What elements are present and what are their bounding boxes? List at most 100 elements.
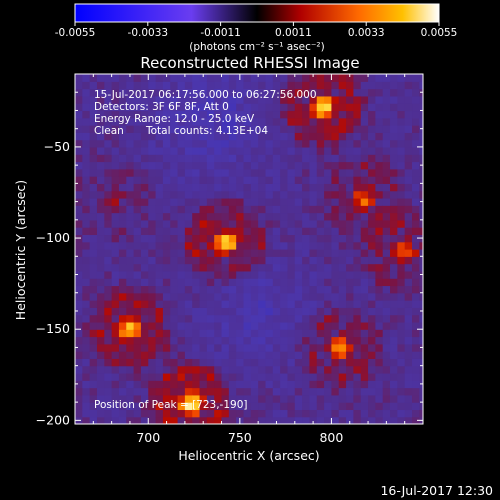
- heatmap-cell: [404, 329, 413, 338]
- heatmap-cell: [82, 168, 91, 177]
- heatmap-cell: [148, 117, 157, 126]
- heatmap-cell: [162, 343, 171, 352]
- heatmap-cell: [82, 125, 91, 133]
- heatmap-cell: [250, 176, 259, 184]
- heatmap-cell: [360, 329, 369, 338]
- heatmap-cell: [199, 256, 208, 265]
- heatmap-cell: [75, 176, 83, 184]
- heatmap-cell: [214, 146, 223, 155]
- heatmap-cell: [126, 81, 135, 90]
- heatmap-cell: [184, 117, 193, 126]
- heatmap-cell: [228, 146, 237, 155]
- heatmap-cell: [184, 190, 193, 199]
- heatmap-cell: [177, 409, 186, 418]
- heatmap-cell: [177, 176, 186, 184]
- heatmap-cell: [404, 343, 413, 352]
- heatmap-cell: [118, 74, 127, 82]
- heatmap-cell: [324, 81, 333, 90]
- heatmap-cell: [265, 365, 274, 374]
- heatmap-cell: [353, 416, 362, 424]
- heatmap-cell: [82, 402, 91, 411]
- heatmap-cell: [258, 176, 267, 184]
- heatmap-cell: [265, 205, 274, 214]
- heatmap-cell: [155, 416, 164, 424]
- heatmap-cell: [133, 110, 142, 119]
- heatmap-cell: [346, 278, 354, 287]
- heatmap-cell: [177, 132, 186, 141]
- heatmap-cell: [243, 285, 252, 294]
- heatmap-cell: [294, 110, 303, 119]
- heatmap-cell: [118, 241, 127, 250]
- heatmap-cell: [287, 278, 296, 287]
- heatmap-cell: [316, 343, 325, 352]
- heatmap-cell: [199, 263, 208, 272]
- heatmap-cell: [294, 117, 303, 126]
- heatmap-cell: [206, 285, 215, 294]
- heatmap-cell: [140, 343, 149, 352]
- heatmap-cell: [419, 81, 423, 90]
- heatmap-cell: [316, 321, 325, 330]
- heatmap-cell: [412, 95, 420, 104]
- heatmap-cell: [214, 256, 223, 265]
- heatmap-cell: [258, 125, 267, 133]
- heatmap-cell: [390, 256, 398, 265]
- heatmap-cell: [89, 300, 98, 308]
- heatmap-cell: [148, 227, 157, 236]
- heatmap-cell: [346, 329, 354, 338]
- heatmap-cell: [82, 219, 91, 228]
- heatmap-cell: [338, 125, 347, 133]
- heatmap-cell: [302, 110, 311, 119]
- heatmap-cell: [309, 139, 318, 148]
- heatmap-cell: [228, 292, 237, 301]
- heatmap-cell: [280, 278, 289, 287]
- heatmap-cell: [397, 205, 406, 214]
- heatmap-cell: [140, 103, 149, 112]
- heatmap-cell: [192, 95, 201, 104]
- heatmap-cell: [104, 278, 113, 287]
- heatmap-cell: [258, 95, 267, 104]
- heatmap-cell: [140, 139, 149, 148]
- heatmap-cell: [243, 343, 252, 352]
- heatmap-cell: [360, 88, 369, 97]
- heatmap-cell: [199, 365, 208, 374]
- heatmap-cell: [148, 314, 157, 323]
- heatmap-cell: [140, 336, 149, 345]
- heatmap-cell: [177, 256, 186, 265]
- heatmap-cell: [404, 380, 413, 389]
- heatmap-cell: [346, 110, 354, 119]
- heatmap-cell: [162, 365, 171, 374]
- heatmap-cell: [118, 227, 127, 236]
- heatmap-cell: [250, 249, 259, 257]
- heatmap-cell: [368, 212, 376, 221]
- heatmap-cell: [140, 74, 149, 82]
- info-annotations: 15-Jul-2017 06:17:56.000 to 06:27:56.000…: [94, 89, 317, 411]
- heatmap-cell: [265, 372, 274, 381]
- heatmap-cell: [111, 161, 120, 170]
- heatmap-cell: [404, 176, 413, 184]
- heatmap-cell: [250, 263, 259, 272]
- heatmap-cell: [184, 183, 193, 192]
- heatmap-cell: [375, 234, 384, 243]
- heatmap-cell: [214, 227, 223, 236]
- heatmap-cell: [89, 351, 98, 359]
- heatmap-cell: [390, 329, 398, 338]
- heatmap-cell: [338, 270, 347, 279]
- heatmap-cell: [404, 212, 413, 221]
- heatmap-cell: [82, 365, 91, 374]
- heatmap-cell: [104, 132, 113, 141]
- heatmap-cell: [206, 292, 215, 301]
- heatmap-cell: [368, 314, 376, 323]
- heatmap-cell: [375, 103, 384, 112]
- heatmap-cell: [419, 256, 423, 265]
- heatmap-cell: [199, 95, 208, 104]
- heatmap-cell: [170, 372, 179, 381]
- heatmap-cell: [390, 168, 398, 177]
- heatmap-cell: [346, 103, 354, 112]
- heatmap-cell: [236, 241, 245, 250]
- heatmap-cell: [155, 387, 164, 396]
- heatmap-cell: [250, 380, 259, 389]
- heatmap-cell: [287, 197, 296, 206]
- heatmap-cell: [148, 292, 157, 301]
- heatmap-cell: [228, 307, 237, 316]
- heatmap-cell: [368, 336, 376, 345]
